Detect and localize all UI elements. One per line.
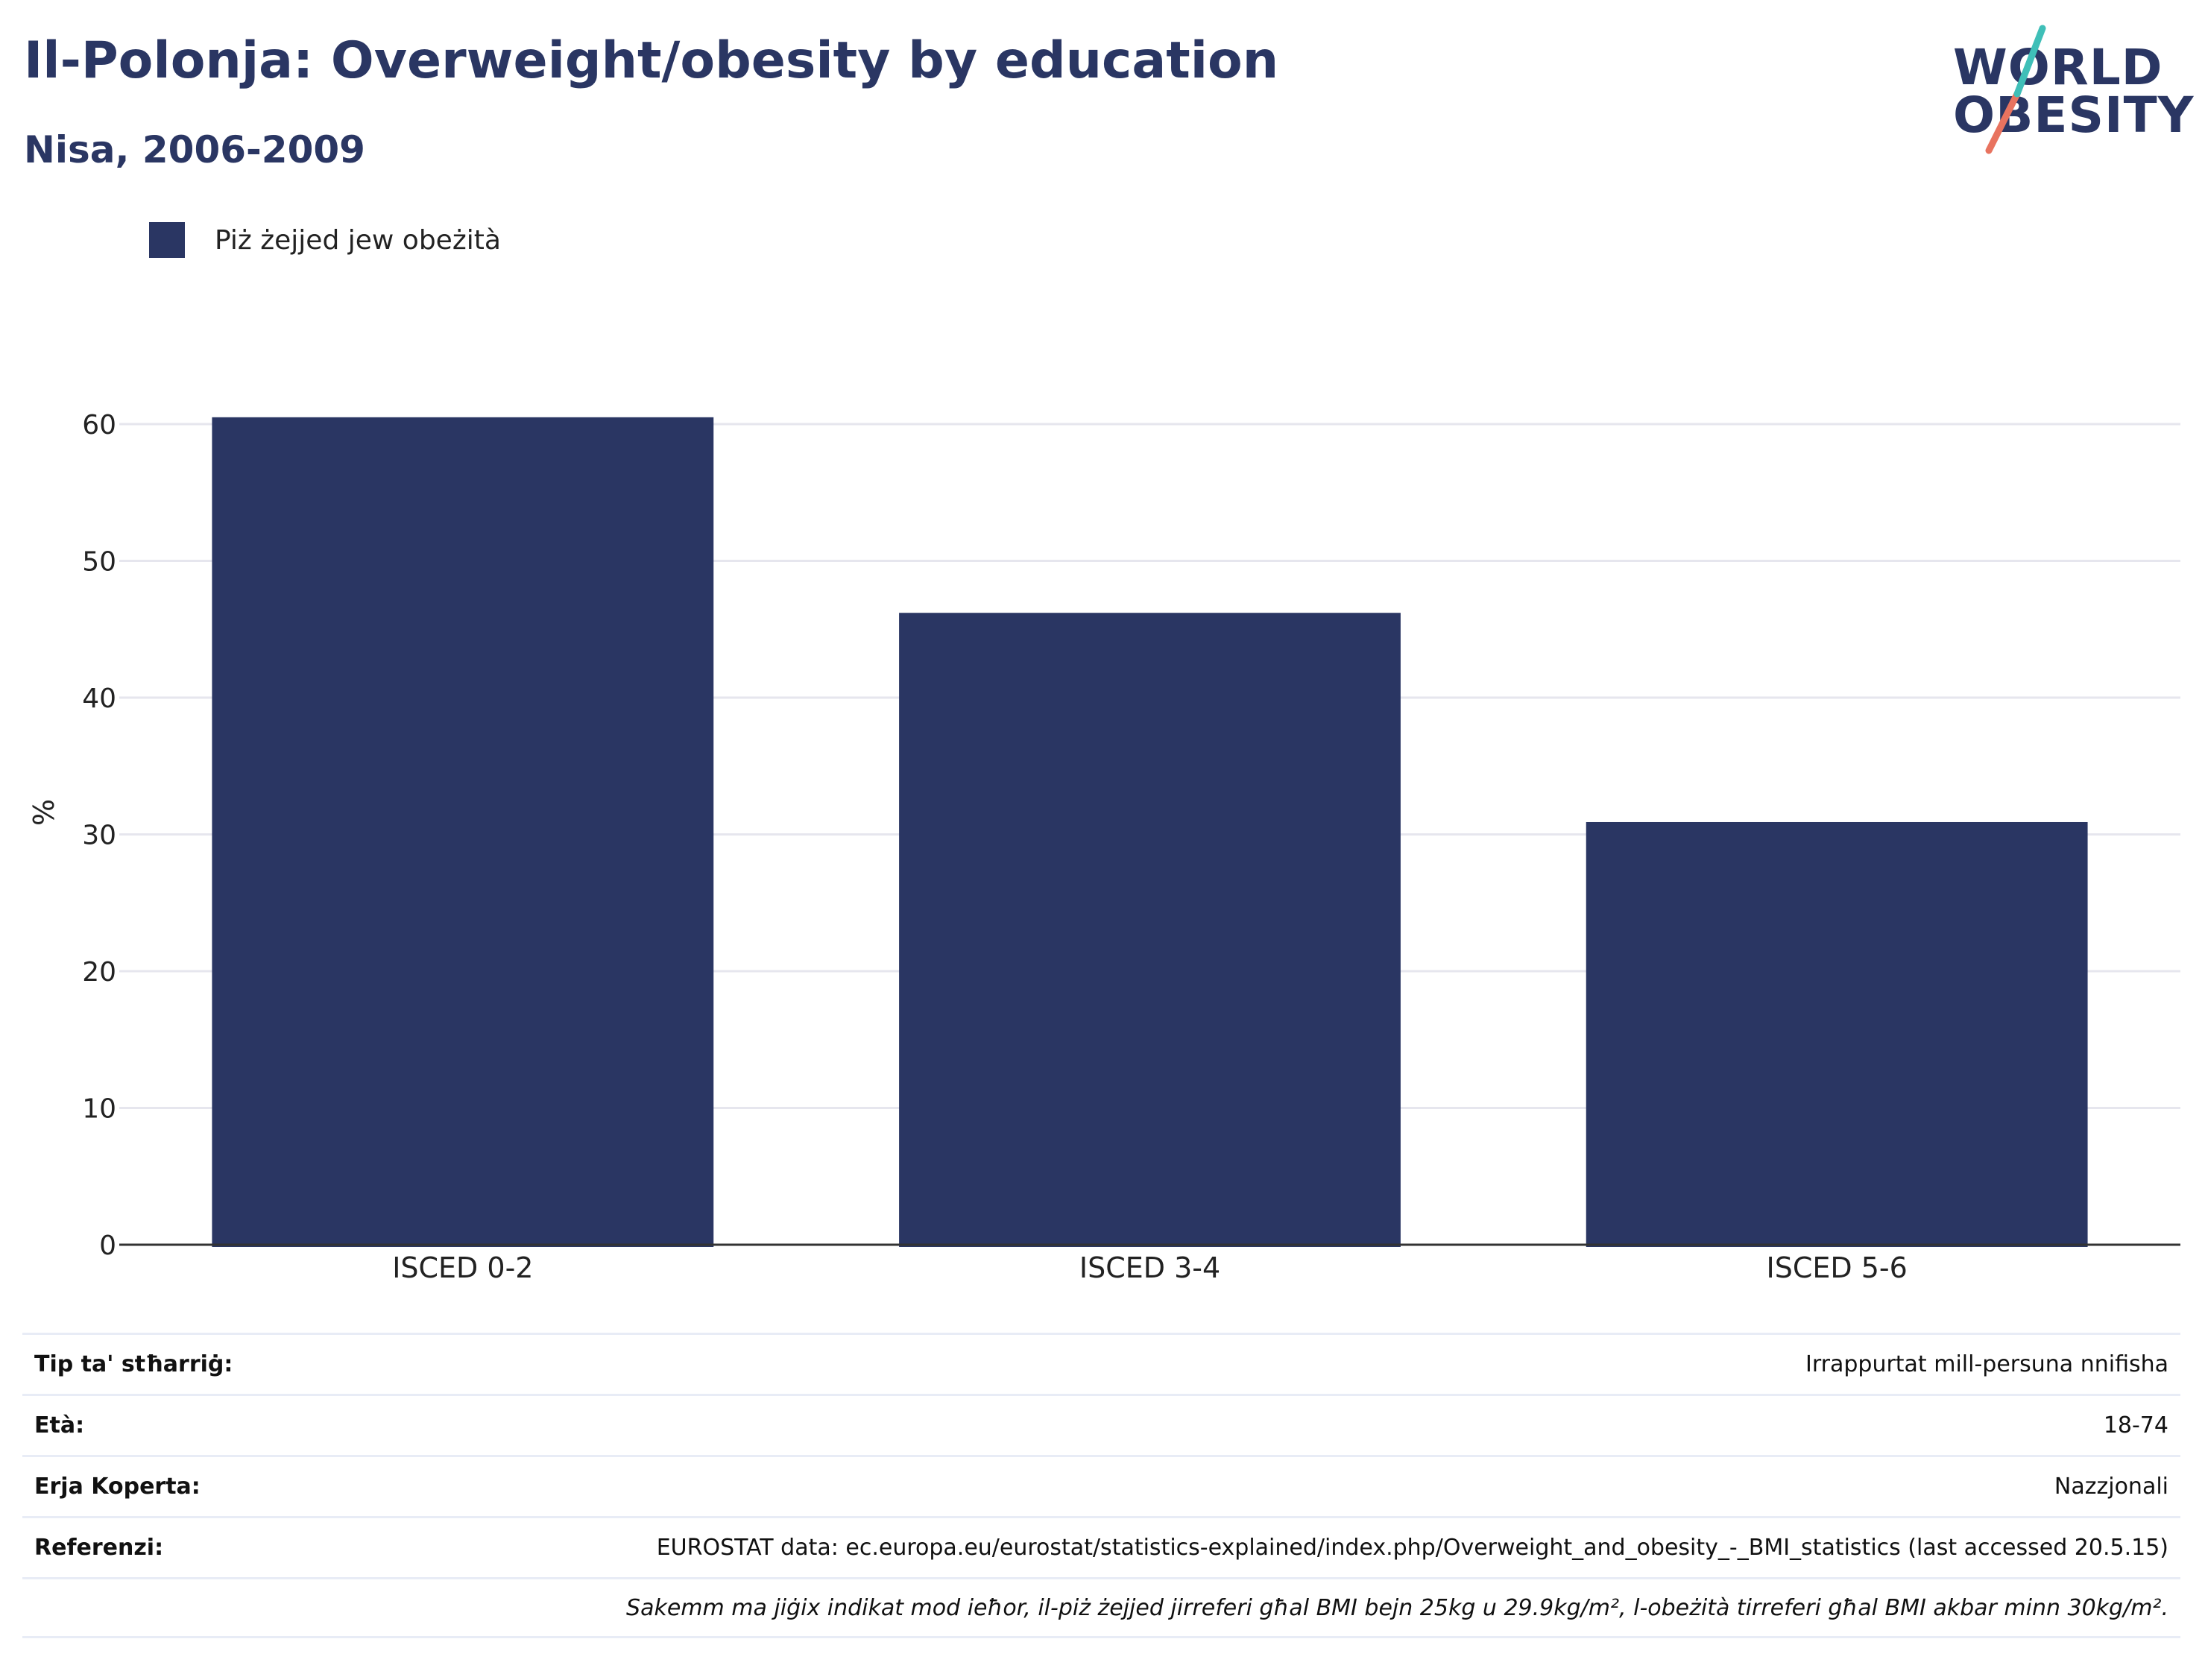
info-row: Referenzi: EUROSTAT data: ec.europa.eu/eu… xyxy=(22,1516,2180,1577)
logo-line-obesity: OBESITY xyxy=(1953,86,2195,144)
info-key: Referenzi: xyxy=(34,1535,164,1561)
y-tick-label: 0 xyxy=(99,1231,116,1261)
y-tick-label: 50 xyxy=(82,547,116,578)
info-value: Nazzjonali xyxy=(2054,1474,2168,1500)
y-tick-label: 30 xyxy=(82,821,116,851)
y-tick-label: 60 xyxy=(82,410,116,440)
bar-isced-0-2 xyxy=(212,417,714,1248)
legend-label: Piż żejjed jew obeżità xyxy=(215,224,501,256)
logo-slash-icon xyxy=(1985,25,2046,154)
x-tick-label: ISCED 0-2 xyxy=(392,1251,533,1284)
info-row: Erja Koperta: Nazzjonali xyxy=(22,1455,2180,1516)
legend-swatch xyxy=(149,222,185,258)
info-row: Tip ta' stħarriġ: Irrappurtat mill-persun… xyxy=(22,1333,2180,1394)
x-tick-label: ISCED 3-4 xyxy=(1079,1251,1220,1284)
bar-chart: 0 10 20 30 40 50 60% ISCED 0-2 ISCED 3-4 ISCED 5-… xyxy=(28,410,2180,1284)
y-axis-label: % xyxy=(28,799,60,826)
y-tick-label: 40 xyxy=(82,683,116,714)
bar-isced-3-4 xyxy=(899,613,1401,1247)
x-tick-label: ISCED 5-6 xyxy=(1767,1251,1908,1284)
bar-isced-5-6 xyxy=(1586,821,2088,1247)
info-row: Sakemm ma jiġix indikat mod ieħor, il-pi… xyxy=(22,1577,2180,1638)
info-value: 18-74 xyxy=(2103,1412,2168,1439)
y-tick-label: 20 xyxy=(82,957,116,988)
chart-title: Il-Polonja: Overweight/obesity by educat… xyxy=(24,31,1279,90)
world-obesity-logo: WORLD OBESITY xyxy=(1946,22,2193,157)
chart-subtitle: Nisa, 2006-2009 xyxy=(24,128,365,171)
info-key: Tip ta' stħarriġ: xyxy=(34,1351,233,1377)
info-value: Irrappurtat mill-persuna nnifisha xyxy=(1805,1351,2168,1377)
info-table: Tip ta' stħarriġ: Irrappurtat mill-persun… xyxy=(22,1333,2180,1638)
logo-line-world: WORLD xyxy=(1953,39,2163,96)
info-footnote: Sakemm ma jiġix indikat mod ieħor, il-pi… xyxy=(626,1594,2168,1621)
info-key: Età: xyxy=(34,1412,85,1439)
info-key: Erja Koperta: xyxy=(34,1474,201,1500)
info-row: Età: 18-74 xyxy=(22,1394,2180,1455)
info-value: EUROSTAT data: ec.europa.eu/eurostat/sta… xyxy=(656,1535,2168,1561)
y-tick-label: 10 xyxy=(82,1094,116,1125)
chart-legend: Piż żejjed jew obeżità xyxy=(149,222,501,258)
